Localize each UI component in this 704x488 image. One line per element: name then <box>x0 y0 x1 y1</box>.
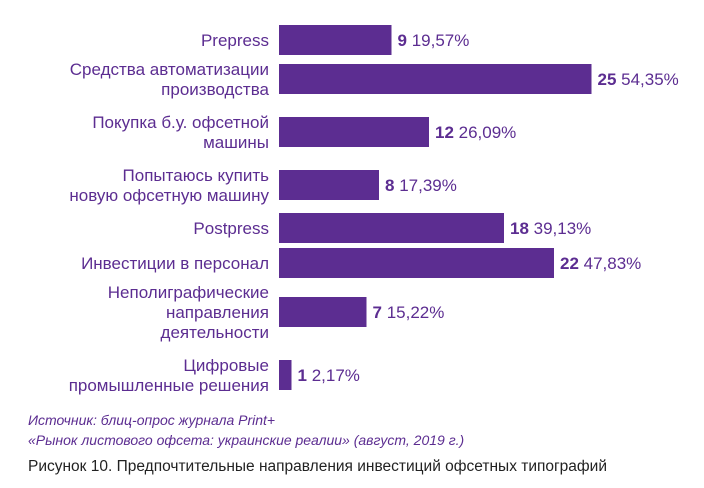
data-label: 12 26,09% <box>435 123 516 142</box>
bar <box>279 360 292 390</box>
category-label: Prepress <box>201 31 269 50</box>
percent-label: 39,13% <box>529 219 591 238</box>
category-label: Postpress <box>193 219 269 238</box>
count-label: 1 <box>298 366 307 385</box>
bar <box>279 248 554 278</box>
percent-label: 26,09% <box>454 123 516 142</box>
figure-caption: Рисунок 10. Предпочтительные направления… <box>28 458 607 475</box>
percent-label: 17,39% <box>394 176 456 195</box>
category-label: Средства автоматизации производства <box>70 60 270 99</box>
percent-label: 19,57% <box>407 31 469 50</box>
category-label: Попытаюсь купить новую офсетную машину <box>69 166 269 205</box>
bar-chart: Prepress 9 19,57% Средства автоматизации пр… <box>69 25 679 395</box>
count-label: 18 <box>510 219 529 238</box>
count-label: 22 <box>560 254 579 273</box>
percent-label: 54,35% <box>616 70 678 89</box>
bar <box>279 297 367 327</box>
data-label: 7 15,22% <box>373 303 445 322</box>
bar <box>279 117 429 147</box>
category-label: Покупка б.у. офсетной машины <box>92 113 269 152</box>
data-label: 9 19,57% <box>398 31 470 50</box>
data-label: 1 2,17% <box>298 366 360 385</box>
bar <box>279 170 379 200</box>
category-label: Инвестиции в персонал <box>81 254 269 273</box>
count-label: 25 <box>598 70 617 89</box>
source-note: Источник: блиц-опрос журнала Print+ «Рын… <box>28 410 464 450</box>
data-label: 18 39,13% <box>510 219 591 238</box>
percent-label: 2,17% <box>307 366 360 385</box>
count-label: 9 <box>398 31 407 50</box>
category-label: Неполиграфические направления деятельности <box>108 283 269 342</box>
bar <box>279 25 392 55</box>
count-label: 8 <box>385 176 394 195</box>
percent-label: 15,22% <box>382 303 444 322</box>
bar <box>279 213 504 243</box>
source-line-1: Источник: блиц-опрос журнала Print+ <box>28 412 276 428</box>
category-label: Цифровые промышленные решения <box>69 356 269 395</box>
percent-label: 47,83% <box>579 254 641 273</box>
count-label: 7 <box>373 303 382 322</box>
source-line-2: «Рынок листового офсета: украинские реал… <box>28 432 465 448</box>
count-label: 12 <box>435 123 454 142</box>
bar <box>279 64 592 94</box>
data-label: 25 54,35% <box>598 70 679 89</box>
data-label: 22 47,83% <box>560 254 641 273</box>
data-label: 8 17,39% <box>385 176 457 195</box>
